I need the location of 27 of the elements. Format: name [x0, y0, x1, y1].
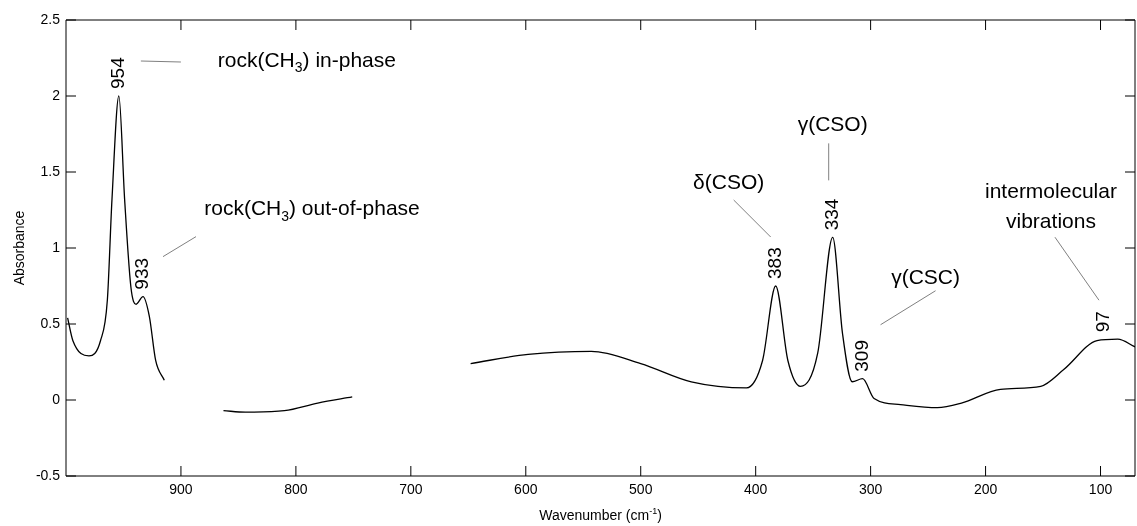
- x-tick-label: 400: [744, 481, 768, 498]
- y-tick-label: 2: [52, 86, 61, 103]
- y-tick-label: 1: [52, 238, 61, 255]
- x-tick-label: 100: [1088, 481, 1113, 498]
- y-tick-label: 0: [52, 390, 61, 407]
- annotation: 954: [107, 56, 129, 89]
- x-tick-label: 500: [629, 481, 653, 498]
- annotation: δ(CSO): [693, 169, 765, 193]
- y-tick-label: 1.5: [40, 162, 61, 179]
- annotation: 383: [763, 247, 785, 279]
- x-tick-label: 900: [169, 481, 193, 498]
- annotation: 309: [850, 340, 872, 372]
- annotation: 933: [131, 257, 153, 290]
- x-tick-label: 200: [973, 481, 998, 498]
- x-tick-label: 600: [514, 481, 538, 498]
- annotation: 334: [820, 198, 842, 231]
- y-tick-label: 0.5: [40, 314, 61, 331]
- annotation: γ(CSC): [891, 264, 960, 288]
- x-tick-label: 300: [858, 481, 883, 498]
- annotation: intermolecular vibrations: [985, 179, 1117, 232]
- x-tick-label: 700: [399, 481, 423, 498]
- y-tick-label: 2.5: [40, 10, 61, 27]
- y-tick-label: -0.5: [35, 466, 61, 483]
- annotation: 97: [1092, 311, 1114, 333]
- annotation: γ(CSO): [797, 112, 868, 136]
- x-tick-label: 800: [284, 481, 308, 498]
- y-axis-title: Absorbance: [10, 210, 27, 286]
